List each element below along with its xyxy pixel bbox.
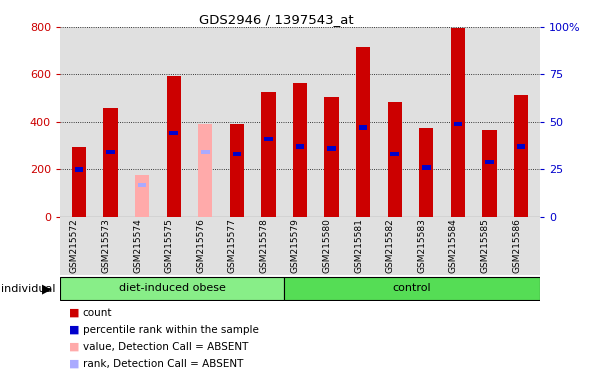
- Bar: [106, 150, 115, 154]
- Text: GSM215574: GSM215574: [133, 218, 142, 273]
- Text: GSM215585: GSM215585: [481, 218, 490, 273]
- Text: GSM215584: GSM215584: [449, 218, 458, 273]
- Bar: [264, 137, 272, 141]
- Text: ▶: ▶: [42, 282, 52, 295]
- Text: GSM215575: GSM215575: [164, 218, 173, 273]
- Bar: [482, 130, 497, 217]
- Bar: [451, 28, 465, 217]
- Text: GSM215576: GSM215576: [196, 218, 205, 273]
- Bar: [103, 108, 118, 217]
- Text: GDS2946 / 1397543_at: GDS2946 / 1397543_at: [199, 13, 353, 26]
- Text: GSM215581: GSM215581: [354, 218, 363, 273]
- Bar: [169, 131, 178, 136]
- Bar: [198, 124, 212, 217]
- Text: value, Detection Call = ABSENT: value, Detection Call = ABSENT: [83, 342, 248, 352]
- Bar: [135, 175, 149, 217]
- Bar: [328, 146, 336, 151]
- Bar: [391, 152, 399, 156]
- Bar: [233, 152, 241, 156]
- Text: GSM215583: GSM215583: [418, 218, 427, 273]
- Text: GSM215573: GSM215573: [101, 218, 110, 273]
- Text: rank, Detection Call = ABSENT: rank, Detection Call = ABSENT: [83, 359, 243, 369]
- Text: ■: ■: [69, 342, 79, 352]
- Bar: [517, 144, 526, 149]
- Bar: [356, 47, 370, 217]
- Bar: [454, 122, 462, 126]
- Bar: [296, 144, 304, 149]
- Bar: [167, 76, 181, 217]
- Text: ■: ■: [69, 308, 79, 318]
- Bar: [514, 94, 528, 217]
- Bar: [60, 217, 540, 275]
- Bar: [485, 160, 494, 164]
- Bar: [419, 128, 433, 217]
- FancyBboxPatch shape: [284, 276, 540, 300]
- Text: GSM215580: GSM215580: [323, 218, 332, 273]
- Bar: [262, 92, 275, 217]
- Bar: [293, 83, 307, 217]
- Text: GSM215582: GSM215582: [386, 218, 395, 273]
- Text: GSM215586: GSM215586: [512, 218, 521, 273]
- Text: individual: individual: [1, 284, 56, 294]
- Bar: [422, 166, 431, 170]
- Text: diet-induced obese: diet-induced obese: [119, 283, 226, 293]
- Bar: [138, 182, 146, 187]
- Bar: [74, 167, 83, 172]
- Text: count: count: [83, 308, 112, 318]
- Text: GSM215572: GSM215572: [70, 218, 79, 273]
- Text: GSM215577: GSM215577: [228, 218, 237, 273]
- Bar: [388, 102, 402, 217]
- Text: ■: ■: [69, 359, 79, 369]
- Bar: [72, 147, 86, 217]
- Text: control: control: [392, 283, 431, 293]
- Text: percentile rank within the sample: percentile rank within the sample: [83, 325, 259, 335]
- Bar: [230, 124, 244, 217]
- FancyBboxPatch shape: [60, 276, 284, 300]
- Bar: [201, 150, 209, 154]
- Bar: [359, 126, 367, 130]
- Text: GSM215579: GSM215579: [291, 218, 300, 273]
- Bar: [325, 97, 338, 217]
- Text: ■: ■: [69, 325, 79, 335]
- Text: GSM215578: GSM215578: [259, 218, 268, 273]
